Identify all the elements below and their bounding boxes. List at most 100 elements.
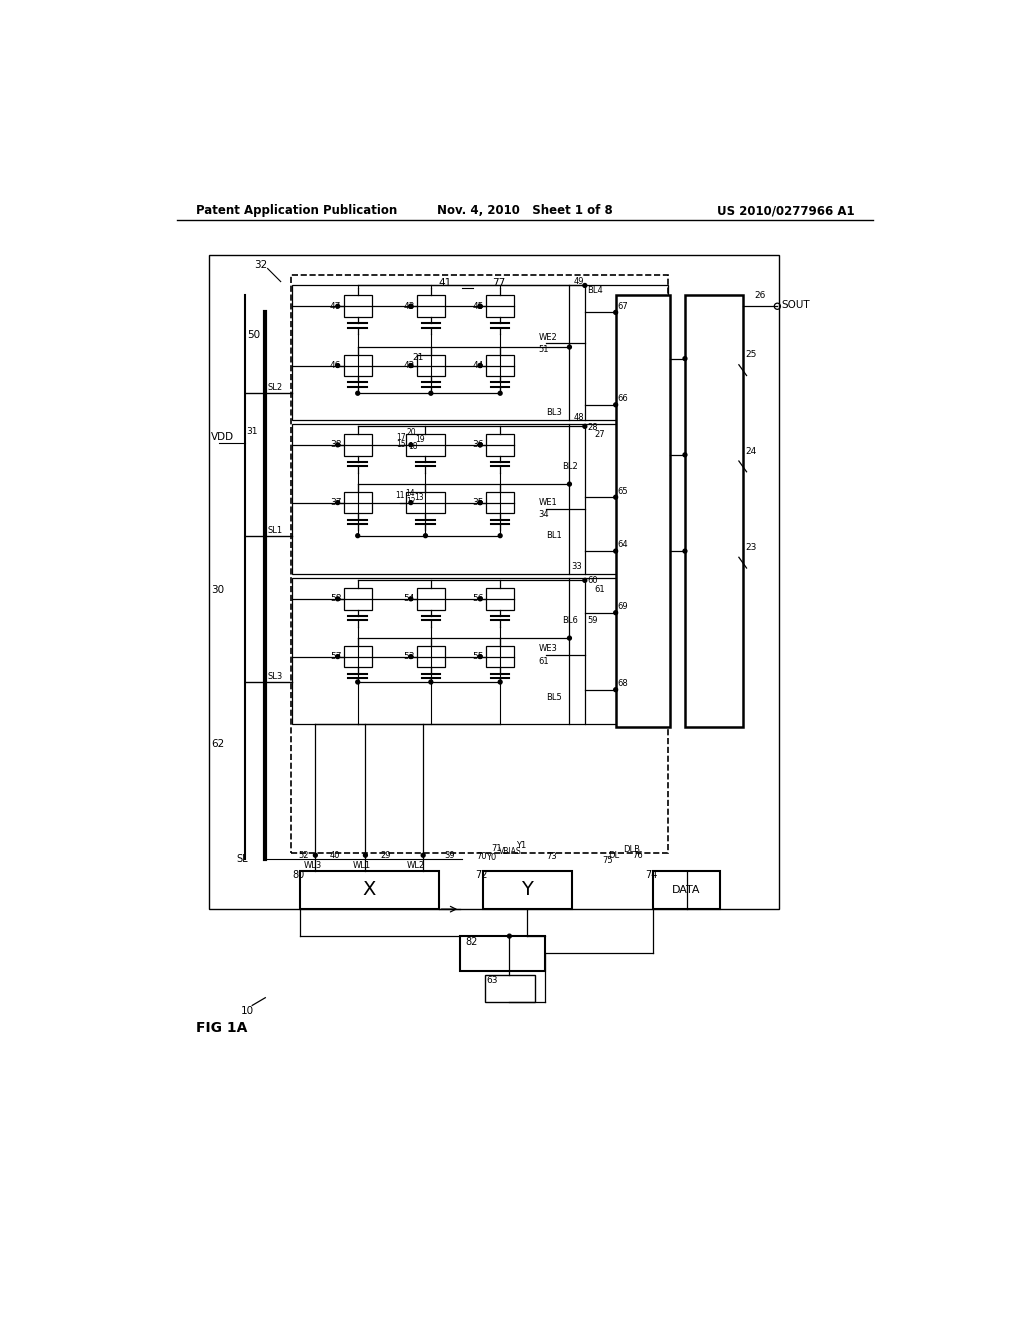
Text: 34: 34 [539, 511, 549, 519]
Text: 60: 60 [587, 576, 598, 585]
Bar [652, 871, 720, 909]
Text: 40: 40 [330, 851, 340, 859]
Circle shape [478, 500, 482, 504]
Text: 28: 28 [587, 422, 598, 432]
Bar [685, 296, 742, 726]
Circle shape [478, 655, 482, 659]
Circle shape [409, 305, 413, 308]
Circle shape [336, 500, 340, 504]
Text: SOUT: SOUT [781, 300, 810, 310]
Bar [486, 355, 514, 376]
Circle shape [613, 549, 617, 553]
Bar [292, 424, 668, 574]
Text: 25: 25 [745, 350, 757, 359]
Circle shape [613, 403, 617, 407]
Circle shape [355, 391, 359, 395]
Text: SL3: SL3 [267, 672, 283, 681]
Text: 59: 59 [587, 616, 598, 624]
Text: 57: 57 [330, 652, 341, 661]
Text: 69: 69 [617, 602, 628, 611]
Bar [292, 285, 668, 420]
Text: 30: 30 [211, 585, 224, 594]
Text: 61: 61 [539, 657, 549, 665]
Bar [486, 434, 514, 455]
Bar [417, 296, 444, 317]
Text: 35: 35 [472, 498, 484, 507]
Text: Patent Application Publication: Patent Application Publication [196, 205, 397, 218]
Text: 24: 24 [745, 446, 757, 455]
Text: 21: 21 [413, 352, 424, 362]
Circle shape [613, 310, 617, 314]
Text: BL6: BL6 [562, 616, 578, 624]
Text: Y0: Y0 [486, 853, 497, 862]
Text: Y1: Y1 [515, 841, 525, 850]
Bar [615, 296, 670, 726]
Bar [486, 296, 514, 317]
Text: WE3: WE3 [539, 644, 557, 653]
Text: 47: 47 [330, 302, 341, 310]
Text: 74: 74 [645, 870, 657, 879]
Bar [344, 492, 372, 513]
Circle shape [478, 444, 482, 446]
Text: 62: 62 [211, 739, 224, 748]
Text: SL2: SL2 [267, 383, 283, 392]
Circle shape [355, 533, 359, 537]
Circle shape [409, 500, 413, 504]
Bar [417, 355, 444, 376]
Text: 80: 80 [292, 870, 304, 879]
Circle shape [478, 305, 482, 308]
Text: 29: 29 [381, 851, 391, 859]
Text: 13: 13 [415, 492, 424, 502]
Bar [344, 434, 372, 455]
Circle shape [567, 636, 571, 640]
Text: 56: 56 [472, 594, 484, 603]
Circle shape [583, 284, 587, 288]
Circle shape [567, 345, 571, 348]
Text: WE2: WE2 [539, 333, 557, 342]
Text: 61: 61 [594, 585, 605, 594]
Text: 76: 76 [632, 851, 643, 859]
Circle shape [583, 578, 587, 582]
Text: 18: 18 [408, 442, 417, 451]
Text: VBIAS: VBIAS [499, 847, 521, 855]
Circle shape [409, 655, 413, 659]
Text: 52: 52 [298, 851, 309, 859]
Text: FIG 1A: FIG 1A [196, 1022, 248, 1035]
Text: 26: 26 [755, 290, 766, 300]
Circle shape [421, 853, 425, 857]
Circle shape [567, 482, 571, 486]
Text: 72: 72 [475, 870, 487, 879]
Circle shape [683, 453, 687, 457]
Bar [344, 355, 372, 376]
Circle shape [336, 655, 340, 659]
Circle shape [429, 391, 433, 395]
Circle shape [364, 853, 368, 857]
Text: 14: 14 [406, 488, 415, 498]
Text: WL2: WL2 [407, 861, 424, 870]
Text: 17: 17 [396, 433, 406, 442]
Bar [483, 871, 571, 909]
Text: 63: 63 [486, 977, 498, 985]
Circle shape [336, 597, 340, 601]
Circle shape [409, 444, 413, 446]
Text: 65: 65 [617, 487, 628, 495]
Circle shape [424, 533, 427, 537]
Text: 50: 50 [248, 330, 261, 341]
Text: 71: 71 [492, 843, 503, 853]
Text: US 2010/0277966 A1: US 2010/0277966 A1 [717, 205, 854, 218]
Text: 23: 23 [745, 543, 757, 552]
Text: 44: 44 [472, 362, 483, 370]
Text: 64: 64 [617, 540, 628, 549]
Text: 75: 75 [602, 857, 613, 865]
Text: 53: 53 [403, 652, 415, 661]
Text: 46: 46 [330, 362, 341, 370]
Circle shape [336, 363, 340, 367]
Text: DATA: DATA [672, 884, 700, 895]
Text: 82: 82 [466, 937, 478, 948]
Text: 12: 12 [407, 498, 416, 507]
Text: 11: 11 [395, 491, 404, 500]
Circle shape [355, 680, 359, 684]
Circle shape [583, 425, 587, 428]
Bar [407, 492, 444, 513]
Text: BL2: BL2 [562, 462, 578, 471]
